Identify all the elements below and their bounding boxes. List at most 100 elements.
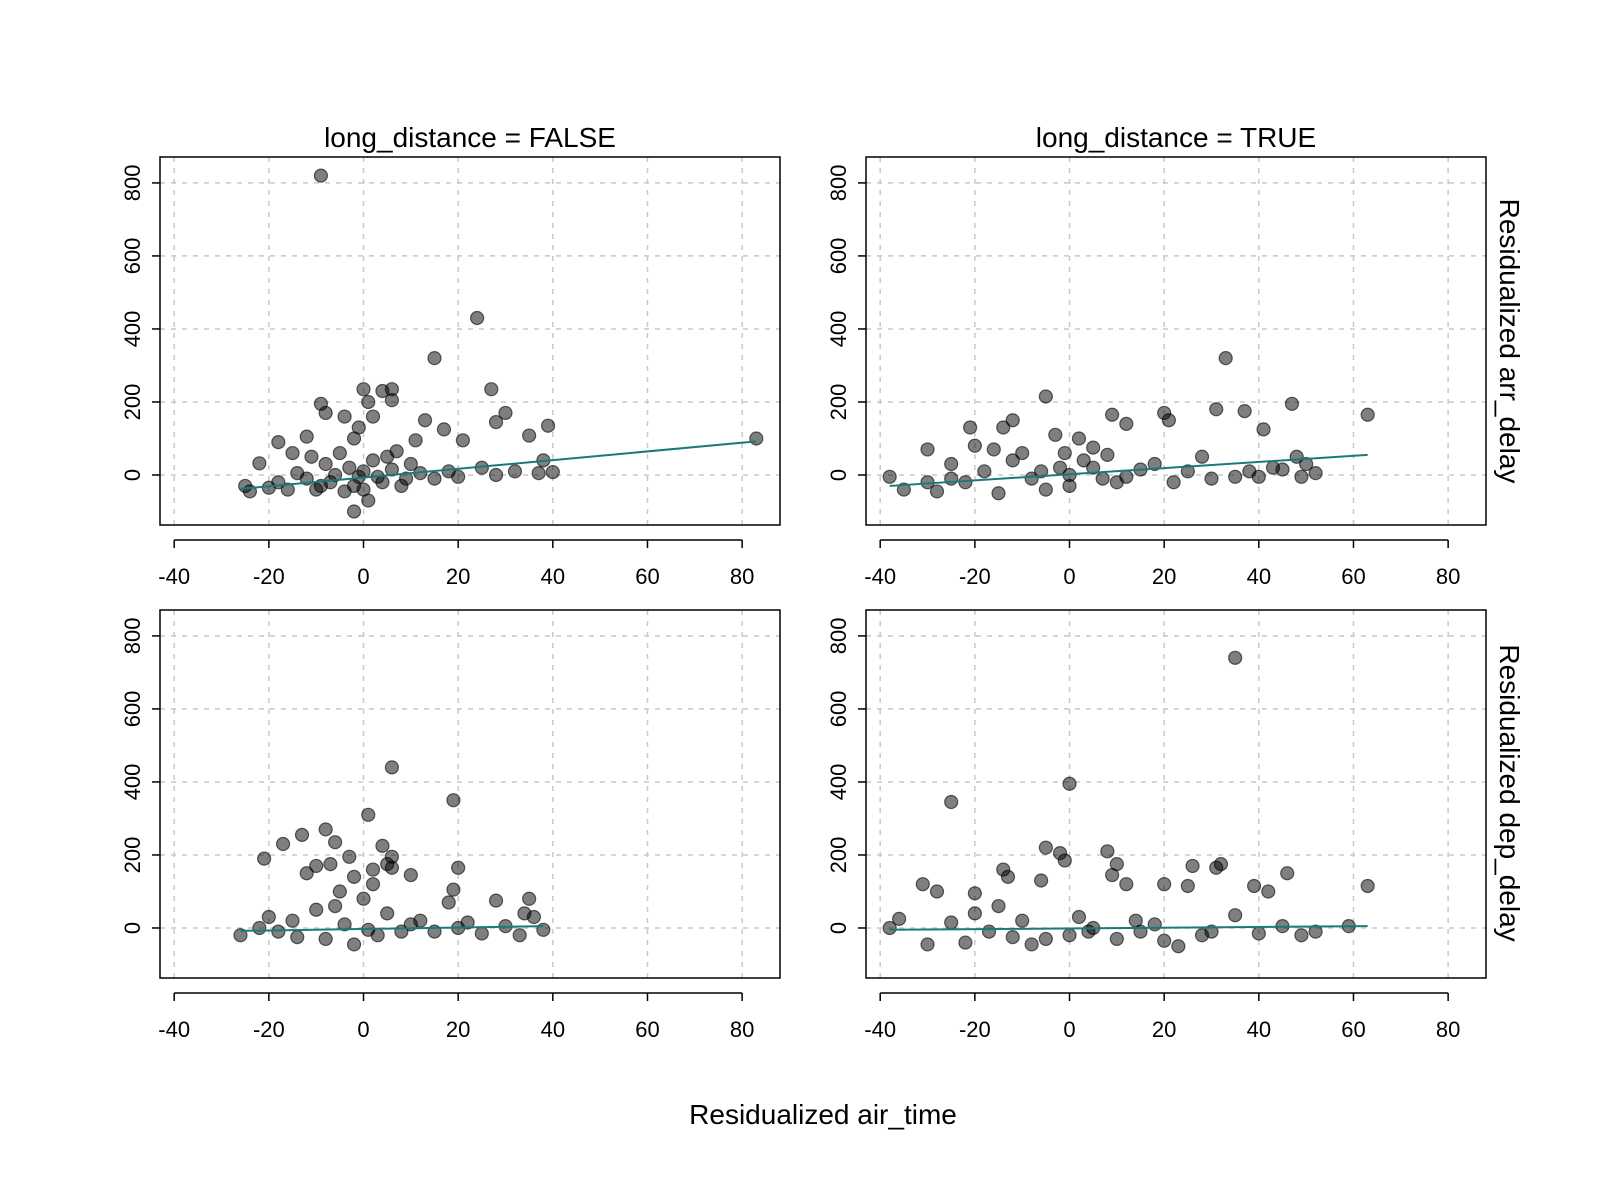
- y-tick-label: 0: [120, 922, 145, 934]
- data-point: [285, 445, 300, 461]
- x-tick-label: 60: [1341, 1017, 1365, 1042]
- data-point: [365, 877, 381, 892]
- data-point: [1086, 460, 1101, 475]
- data-point: [451, 860, 466, 875]
- x-tick-label: -20: [253, 564, 285, 589]
- x-tick-label: 0: [357, 564, 369, 589]
- data-point: [531, 466, 546, 481]
- data-point: [488, 414, 504, 430]
- data-point: [323, 856, 338, 872]
- data-point: [929, 484, 945, 499]
- data-point: [318, 822, 333, 837]
- data-point: [285, 913, 300, 928]
- data-point: [1213, 856, 1229, 872]
- data-point: [1261, 884, 1276, 899]
- data-point: [944, 456, 959, 472]
- data-point: [356, 891, 371, 906]
- x-tick-label: 20: [1152, 1017, 1176, 1042]
- data-point: [280, 482, 295, 497]
- panel-frame: [865, 156, 1487, 526]
- data-point: [337, 409, 352, 424]
- data-point: [967, 886, 982, 901]
- data-point: [991, 486, 1006, 501]
- data-point: [882, 469, 897, 484]
- data-point: [882, 920, 897, 936]
- data-point: [484, 382, 499, 397]
- x-tick-label: 80: [730, 1017, 754, 1042]
- data-point: [1147, 456, 1162, 472]
- column-title-true: long_distance = TRUE: [1036, 122, 1316, 153]
- data-point: [1194, 449, 1210, 464]
- data-point: [403, 456, 418, 472]
- x-tick-label: -40: [864, 1017, 896, 1042]
- data-point: [384, 760, 400, 775]
- data-point: [1062, 928, 1077, 943]
- data-point: [474, 926, 489, 941]
- data-point: [257, 851, 272, 866]
- data-point: [915, 877, 930, 892]
- y-tick-label: 200: [826, 384, 851, 421]
- data-point: [1057, 445, 1072, 461]
- data-point: [1015, 913, 1030, 928]
- data-point: [1275, 462, 1290, 477]
- data-point: [1360, 878, 1375, 894]
- data-point: [1119, 877, 1134, 892]
- data-point: [1005, 413, 1020, 428]
- data-point: [332, 884, 347, 899]
- data-point: [318, 456, 333, 472]
- data-point: [1048, 427, 1063, 442]
- data-point: [1095, 471, 1110, 486]
- data-point: [1038, 389, 1053, 404]
- y-tick-label: 600: [120, 238, 145, 275]
- y-tick-label: 800: [826, 165, 851, 202]
- x-tick-label: -40: [864, 564, 896, 589]
- data-point: [441, 895, 456, 910]
- data-point: [384, 462, 400, 477]
- x-tick-label: -40: [158, 1017, 190, 1042]
- x-tick-label: 80: [730, 564, 754, 589]
- data-point: [313, 168, 329, 183]
- y-tick-label: 400: [826, 764, 851, 801]
- data-point: [1119, 469, 1134, 484]
- data-point: [309, 858, 324, 874]
- panel-frame: [865, 609, 1487, 979]
- data-point: [1005, 930, 1020, 945]
- data-point: [488, 467, 504, 483]
- row-label-dep-delay: Residualized dep_delay: [1494, 644, 1525, 941]
- y-tick-label: 400: [120, 764, 145, 801]
- data-point: [958, 935, 973, 950]
- data-point: [1180, 878, 1195, 894]
- data-point: [1071, 431, 1087, 446]
- data-point: [384, 860, 400, 875]
- data-point: [252, 920, 267, 936]
- data-point: [1166, 475, 1181, 490]
- data-point: [356, 382, 371, 397]
- fit-line: [240, 440, 757, 490]
- data-point: [394, 924, 409, 939]
- data-point: [507, 464, 523, 479]
- data-point: [1038, 482, 1053, 497]
- x-tick-label: 40: [1247, 564, 1271, 589]
- data-point: [1294, 928, 1309, 943]
- data-point: [261, 909, 276, 925]
- data-point: [1308, 924, 1323, 939]
- x-tick-label: 0: [357, 1017, 369, 1042]
- x-tick-label: -20: [253, 1017, 285, 1042]
- data-point: [522, 891, 537, 906]
- x-tick-label: 40: [541, 564, 565, 589]
- data-point: [512, 928, 527, 943]
- data-point: [427, 351, 442, 366]
- data-point: [361, 394, 376, 410]
- data-point: [1299, 456, 1314, 472]
- data-point: [318, 405, 333, 421]
- x-axis-label: Residualized air_time: [689, 1099, 957, 1130]
- data-point: [1251, 469, 1266, 484]
- data-point: [351, 420, 366, 435]
- data-point: [1015, 445, 1030, 461]
- data-point: [389, 444, 404, 459]
- data-point: [967, 438, 982, 453]
- data-point: [749, 431, 764, 446]
